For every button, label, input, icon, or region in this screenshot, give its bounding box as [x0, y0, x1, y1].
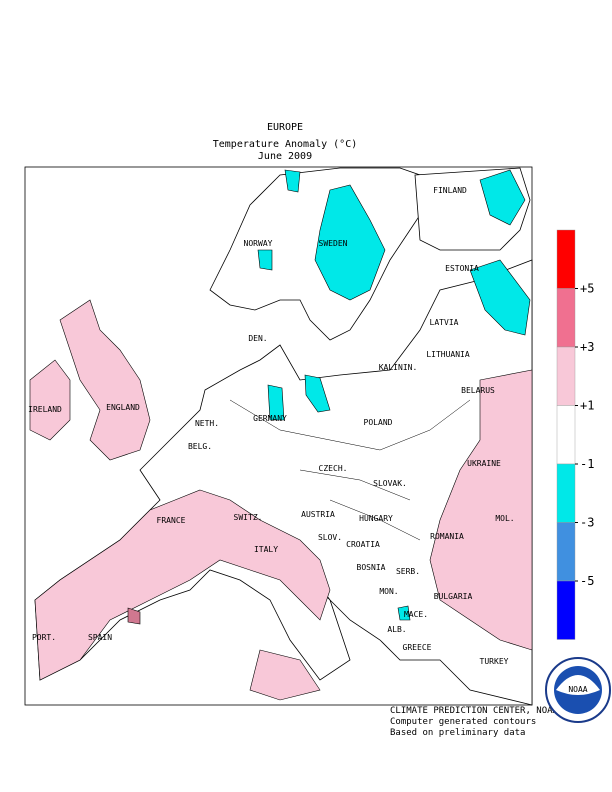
warm-region [29, 359, 71, 441]
country-label: PORT. [32, 633, 56, 642]
color-bin [556, 463, 576, 523]
country-label: MACE. [404, 610, 428, 619]
border [229, 399, 471, 541]
cool-region [479, 169, 526, 226]
country-label: BOSNIA [357, 563, 386, 572]
credit: CLIMATE PREDICTION CENTER, NOAA [390, 706, 559, 716]
color-bin [556, 522, 576, 582]
credit: Based on preliminary data [390, 728, 525, 738]
country-label: ALB. [387, 625, 406, 634]
tick-label: +3 [580, 340, 594, 354]
title-region: EUROPE [267, 122, 303, 133]
country-label: AUSTRIA [301, 510, 335, 519]
country-label: SLOVAK. [373, 479, 407, 488]
tick-label: -5 [580, 574, 594, 588]
country-label: ROMANIA [430, 532, 464, 541]
country-label: UKRAINE [467, 459, 501, 468]
cool-region [314, 184, 386, 301]
country-label: SLOV. [318, 533, 342, 542]
warm-region [127, 607, 141, 625]
country-label: FRANCE [157, 516, 186, 525]
country-label: KALININ. [379, 363, 418, 372]
credit: Computer generated contours [390, 717, 536, 727]
title-variable: Temperature Anomaly (°C) [213, 139, 358, 150]
country-label: FINLAND [433, 186, 467, 195]
color-bin [556, 288, 576, 348]
country-label: CROATIA [346, 540, 380, 549]
country-label: IRELAND [28, 405, 62, 414]
country-label: NORWAY [244, 239, 273, 248]
tick-label: +1 [580, 399, 594, 413]
country-label: DEN. [248, 334, 267, 343]
cool-region [267, 384, 285, 421]
country-label: SPAIN [88, 633, 112, 642]
cool-region [284, 169, 301, 193]
color-bin [556, 346, 576, 406]
country-label: BELARUS [461, 386, 495, 395]
tick-label: -3 [580, 516, 594, 530]
country-label: BULGARIA [434, 592, 473, 601]
cool-region [304, 374, 331, 413]
color-bin [556, 580, 576, 640]
tick-label: -1 [580, 457, 594, 471]
country-label: ENGLAND [106, 403, 140, 412]
logo-bird [556, 675, 600, 695]
logo-text: NOAA [568, 685, 587, 694]
color-bin [556, 229, 576, 289]
country-label: LITHUANIA [426, 350, 470, 359]
noaa-logo: NOAA [545, 657, 611, 723]
country-label: MOL. [495, 514, 514, 523]
country-label: SWITZ. [234, 513, 263, 522]
legend: +5 +3 +1 -1 -3 -5 [556, 229, 594, 640]
country-label: ESTONIA [445, 264, 479, 273]
country-label: MON. [379, 587, 398, 596]
country-label: NETH. [195, 419, 219, 428]
country-label: BELG. [188, 442, 212, 451]
country-label: HUNGARY [359, 514, 393, 523]
warm-region [249, 649, 321, 701]
country-label: SWEDEN [319, 239, 348, 248]
country-label: LATVIA [430, 318, 459, 327]
country-label: POLAND [364, 418, 393, 427]
cool-region [469, 259, 531, 336]
country-label: TURKEY [480, 657, 509, 666]
warm-region [34, 489, 331, 681]
country-label: GREECE [403, 643, 432, 652]
country-label: SERB. [396, 567, 420, 576]
cool-region [397, 605, 411, 621]
warm-region [59, 299, 151, 461]
color-bin [556, 405, 576, 465]
country-label: GERMANY [253, 414, 287, 423]
tick-label: +5 [580, 282, 594, 296]
title-period: June 2009 [258, 151, 312, 162]
cool-region [257, 249, 273, 271]
country-label: ITALY [254, 545, 278, 554]
country-labels: FINLAND NORWAY SWEDEN ESTONIA LATVIA DEN. LITH… [28, 186, 514, 666]
map [24, 166, 533, 706]
warm-region [429, 369, 533, 651]
country-label: CZECH. [319, 464, 348, 473]
